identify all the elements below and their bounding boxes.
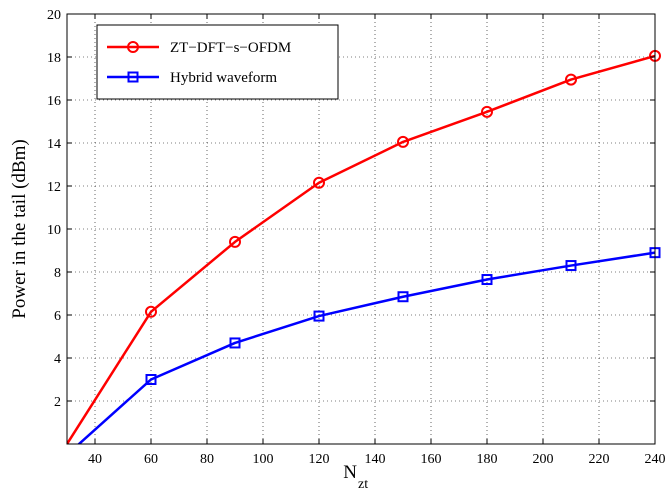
y-tick-label: 2 bbox=[54, 395, 61, 410]
y-tick-label: 18 bbox=[47, 51, 61, 66]
axis-ticks: 40 60 80 100 120 140 160 180 200 220 240 2 4 6 8 10 12 14… bbox=[47, 8, 665, 467]
x-tick-label: 120 bbox=[309, 452, 330, 467]
plot-lines bbox=[67, 54, 655, 444]
y-tick-label: 16 bbox=[47, 94, 61, 109]
y-tick-label: 12 bbox=[47, 180, 61, 195]
legend-label-zt: ZT−DFT−s−OFDM bbox=[170, 40, 291, 56]
x-tick-label: 140 bbox=[365, 452, 386, 467]
y-tick-label: 14 bbox=[47, 137, 61, 152]
legend-box bbox=[96, 24, 339, 100]
data-point bbox=[145, 305, 157, 318]
data-point bbox=[481, 274, 493, 286]
x-tick-label: 160 bbox=[421, 452, 442, 467]
data-point bbox=[313, 310, 325, 322]
y-tick-label: 6 bbox=[54, 309, 61, 324]
data-point bbox=[565, 260, 577, 272]
data-point bbox=[229, 337, 241, 349]
y-tick-label: 10 bbox=[47, 223, 61, 238]
legend-label-hybrid: Hybrid waveform bbox=[170, 70, 277, 86]
x-tick-label: 180 bbox=[477, 452, 498, 467]
y-axis-label: Power in the tail (dBm) bbox=[9, 139, 30, 318]
series-line-0 bbox=[67, 54, 655, 444]
y-tick-label: 20 bbox=[47, 8, 61, 23]
x-tick-label: 240 bbox=[645, 452, 665, 467]
y-tick-label: 4 bbox=[54, 352, 61, 367]
data-point bbox=[397, 135, 409, 148]
legend: ZT−DFT−s−OFDM Hybrid waveform bbox=[96, 24, 339, 100]
y-tick-label: 8 bbox=[54, 266, 61, 281]
data-point bbox=[565, 73, 577, 86]
legend-marker-hybrid bbox=[127, 71, 139, 83]
data-point bbox=[229, 235, 241, 248]
data-point bbox=[145, 374, 157, 385]
data-point bbox=[481, 105, 493, 118]
data-point bbox=[313, 176, 325, 189]
x-axis-label-subscript: zt bbox=[358, 477, 368, 492]
x-tick-label: 40 bbox=[88, 452, 102, 467]
x-tick-label: 60 bbox=[144, 452, 158, 467]
x-tick-label: 100 bbox=[253, 452, 274, 467]
legend-marker-zt bbox=[127, 41, 139, 53]
data-markers bbox=[145, 49, 661, 385]
x-tick-label: 200 bbox=[533, 452, 554, 467]
x-tick-label: 220 bbox=[589, 452, 610, 467]
x-tick-label: 80 bbox=[200, 452, 214, 467]
data-point bbox=[397, 291, 409, 303]
x-axis-label: N bbox=[343, 462, 357, 483]
series-line-1 bbox=[77, 251, 655, 444]
